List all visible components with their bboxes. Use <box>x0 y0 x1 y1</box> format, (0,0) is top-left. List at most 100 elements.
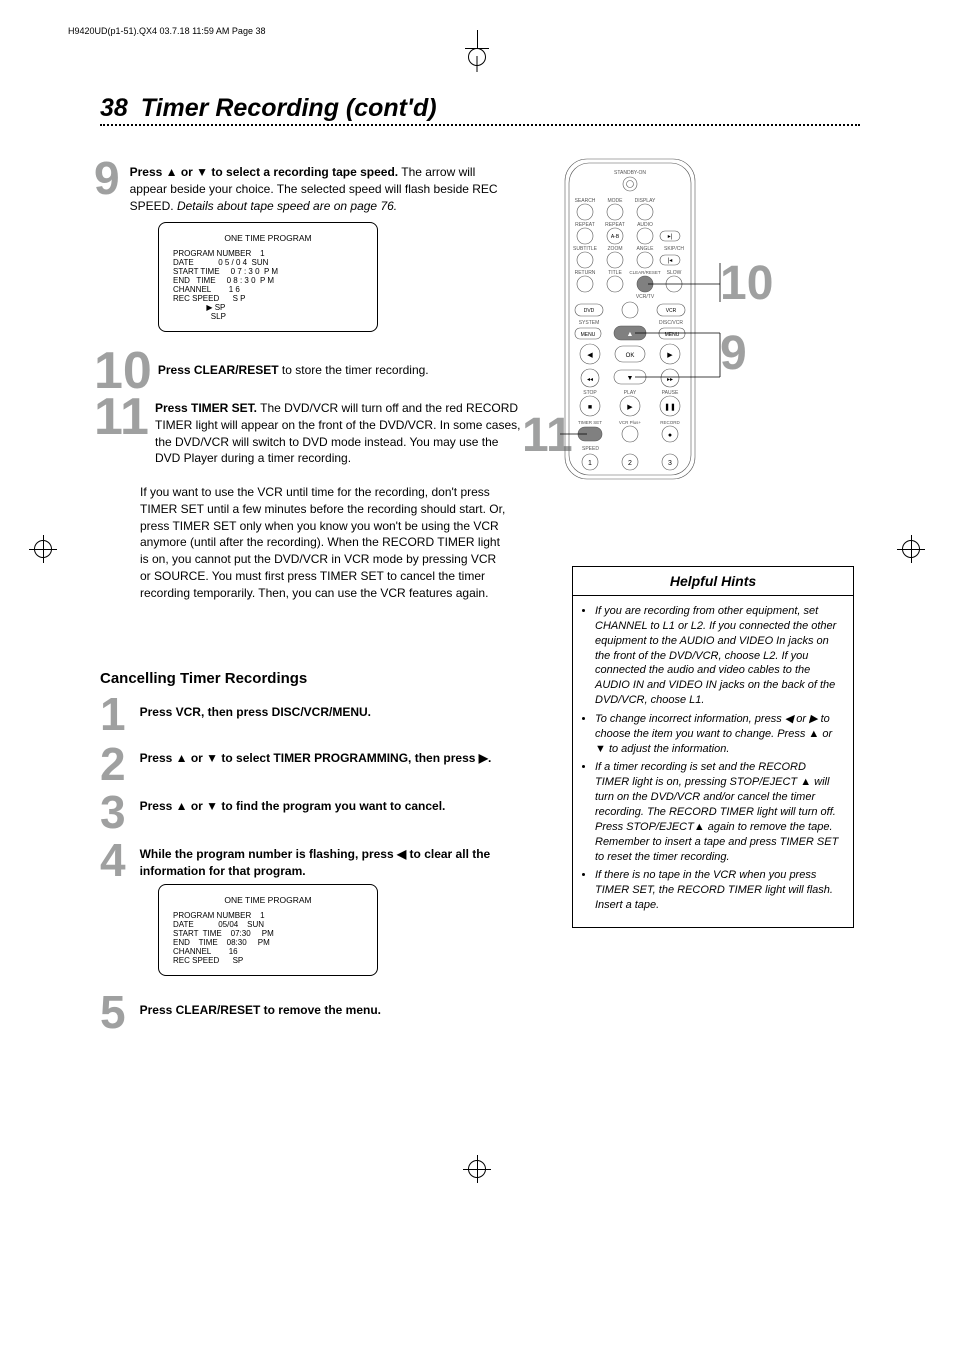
step-11: 11 Press TIMER SET. The DVD/VCR will tur… <box>94 394 525 467</box>
svg-text:3: 3 <box>668 460 672 467</box>
step-11-bold: Press TIMER SET. <box>155 401 257 415</box>
osd-one-time-program-1: ONE TIME PROGRAM PROGRAM NUMBER 1 DATE 0… <box>158 222 378 332</box>
print-header: H9420UD(p1-51).QX4 03.7.18 11:59 AM Page… <box>68 26 265 36</box>
svg-text:SKIP/CH: SKIP/CH <box>664 246 684 252</box>
osd2-r2: DATE 05/04 SUN <box>173 920 363 929</box>
svg-text:STOP: STOP <box>583 390 597 396</box>
svg-text:CLEAR/RESET: CLEAR/RESET <box>629 270 661 275</box>
hint-1: If you are recording from other equipmen… <box>595 604 843 708</box>
cancel-step-1-text: Press VCR, then press DISC/VCR/MENU. <box>140 705 371 719</box>
cancel-step-1-number: 1 <box>100 694 126 735</box>
svg-text:PLAY: PLAY <box>624 390 637 396</box>
hint-3: If a timer recording is set and the RECO… <box>595 760 843 864</box>
step-10-bold: Press CLEAR/RESET <box>158 363 279 377</box>
svg-text:SUBTITLE: SUBTITLE <box>573 246 598 252</box>
osd2-r3: START TIME 07:30 PM <box>173 929 363 938</box>
right-registration-mark <box>902 540 920 558</box>
osd-one-time-program-2: ONE TIME PROGRAM PROGRAM NUMBER 1 DATE 0… <box>158 884 378 976</box>
cancel-step-4: 4 While the program number is flashing, … <box>100 840 510 881</box>
osd2-r5: CHANNEL 16 <box>173 947 363 956</box>
svg-text:SPEED: SPEED <box>582 446 599 452</box>
svg-text:MENU: MENU <box>581 332 596 338</box>
cancel-step-2: 2 Press ▲ or ▼ to select TIMER PROGRAMMI… <box>100 744 491 785</box>
svg-text:■: ■ <box>588 404 592 411</box>
helpful-hints-box: Helpful Hints If you are recording from … <box>572 566 854 928</box>
svg-text:▸|: ▸| <box>668 234 673 240</box>
svg-text:VCR Plus+: VCR Plus+ <box>619 420 642 425</box>
osd1-r7: ▶ SP <box>173 303 363 312</box>
svg-text:A-B: A-B <box>611 234 620 240</box>
osd1-r4: END TIME 0 8 : 3 0 P M <box>173 276 363 285</box>
step-11-paragraph-2: If you want to use the VCR until time fo… <box>140 484 510 602</box>
cancel-step-5: 5 Press CLEAR/RESET to remove the menu. <box>100 992 381 1033</box>
step-10-text: to store the timer recording. <box>282 363 429 377</box>
svg-text:▼: ▼ <box>627 375 634 382</box>
osd2-r4: END TIME 08:30 PM <box>173 938 363 947</box>
page-title: 38 Timer Recording (cont'd) <box>100 94 437 123</box>
cancel-step-5-number: 5 <box>100 992 126 1033</box>
step-9-italic: Details about tape speed are on page 76. <box>177 199 397 213</box>
svg-text:VCR/TV: VCR/TV <box>636 294 655 300</box>
osd2-title: ONE TIME PROGRAM <box>173 895 363 905</box>
svg-text:ANGLE: ANGLE <box>637 246 655 252</box>
step-11-number: 11 <box>94 394 149 441</box>
svg-text:1: 1 <box>588 460 592 467</box>
svg-text:REPEAT: REPEAT <box>575 222 595 228</box>
svg-text:PAUSE: PAUSE <box>662 390 679 396</box>
page: H9420UD(p1-51).QX4 03.7.18 11:59 AM Page… <box>0 0 954 1353</box>
svg-text:❚❚: ❚❚ <box>664 403 676 411</box>
svg-text:2: 2 <box>628 460 632 467</box>
osd2-r6: REC SPEED SP <box>173 956 363 965</box>
svg-text:DISPLAY: DISPLAY <box>635 198 656 204</box>
svg-text:◀: ◀ <box>587 352 593 359</box>
osd1-r3: START TIME 0 7 : 3 0 P M <box>173 267 363 276</box>
osd1-r5: CHANNEL 1 6 <box>173 285 363 294</box>
osd1-r2: DATE 0 5 / 0 4 SUN <box>173 258 363 267</box>
osd1-r1: PROGRAM NUMBER 1 <box>173 249 363 258</box>
svg-text:DVD: DVD <box>584 308 595 314</box>
remote-svg: STANDBY-ON SEARCH MODE DISPLAY REPEAT RE… <box>560 154 750 484</box>
svg-text:DISC/VCR: DISC/VCR <box>659 320 683 326</box>
cancel-step-5-text: Press CLEAR/RESET to remove the menu. <box>140 1003 381 1017</box>
step-9-number: 9 <box>94 158 120 199</box>
cancel-step-1: 1 Press VCR, then press DISC/VCR/MENU. <box>100 694 371 735</box>
svg-text:MODE: MODE <box>608 198 624 204</box>
cancel-step-4-text: While the program number is flashing, pr… <box>140 847 491 878</box>
osd1-r8: SLP <box>173 312 363 321</box>
svg-text:VCR: VCR <box>666 308 677 314</box>
osd1-r6: REC SPEED S P <box>173 294 363 303</box>
hint-2: To change incorrect information, press ◀… <box>595 712 843 757</box>
helpful-hints-title: Helpful Hints <box>573 567 853 596</box>
label-standby: STANDBY-ON <box>614 170 646 176</box>
svg-text:●: ● <box>668 432 672 439</box>
svg-text:ZOOM: ZOOM <box>608 246 623 252</box>
cancel-step-2-text: Press ▲ or ▼ to select TIMER PROGRAMMING… <box>140 751 492 765</box>
step-9-bold: Press ▲ or ▼ to select a recording tape … <box>130 165 399 179</box>
svg-text:SYSTEM: SYSTEM <box>579 320 600 326</box>
page-title-text: Timer Recording (cont'd) <box>141 94 437 122</box>
hint-4: If there is no tape in the VCR when you … <box>595 868 843 913</box>
cancel-step-3-number: 3 <box>100 792 126 833</box>
title-rule <box>100 124 860 126</box>
svg-text:▶: ▶ <box>627 404 633 411</box>
svg-text:RECORD: RECORD <box>660 420 680 425</box>
svg-text:▲: ▲ <box>627 331 634 338</box>
svg-text:AUDIO: AUDIO <box>637 222 653 228</box>
bottom-registration-mark <box>468 1160 486 1178</box>
cancelling-heading: Cancelling Timer Recordings <box>100 670 307 687</box>
left-registration-mark <box>34 540 52 558</box>
remote-control: STANDBY-ON SEARCH MODE DISPLAY REPEAT RE… <box>560 154 695 484</box>
svg-text:RETURN: RETURN <box>575 270 596 276</box>
top-registration-mark <box>462 30 492 60</box>
svg-text:SEARCH: SEARCH <box>575 198 596 204</box>
page-number: 38 <box>100 94 128 122</box>
svg-text:REPEAT: REPEAT <box>605 222 625 228</box>
svg-text:▸▸: ▸▸ <box>667 377 673 383</box>
svg-text:TITLE: TITLE <box>608 270 622 276</box>
svg-text:◂◂: ◂◂ <box>587 377 593 383</box>
step-9: 9 Press ▲ or ▼ to select a recording tap… <box>94 158 500 214</box>
osd1-title: ONE TIME PROGRAM <box>173 233 363 243</box>
svg-text:OK: OK <box>626 353 635 359</box>
svg-text:TIMER SET: TIMER SET <box>578 420 602 425</box>
cancel-step-3-text: Press ▲ or ▼ to find the program you wan… <box>140 799 446 813</box>
